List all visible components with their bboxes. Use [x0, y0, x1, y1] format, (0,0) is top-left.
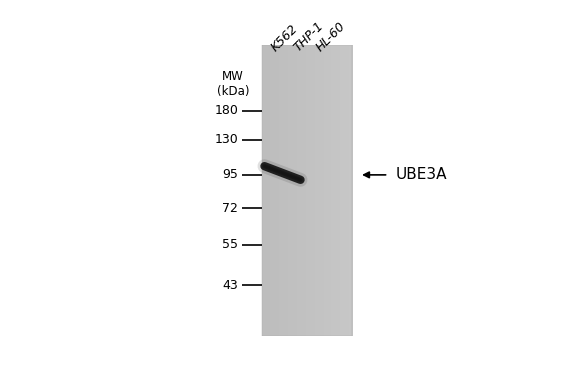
Text: HL-60: HL-60 [314, 20, 349, 54]
Bar [325, 45, 327, 336]
Bar [289, 45, 291, 336]
Text: 130: 130 [215, 133, 238, 146]
Bar [322, 45, 324, 336]
Bar [321, 45, 323, 336]
Bar [303, 45, 305, 336]
Text: 43: 43 [222, 279, 238, 292]
Bar [312, 45, 314, 336]
Text: THP-1: THP-1 [292, 19, 327, 54]
Text: K562: K562 [269, 22, 301, 54]
Bar [343, 45, 345, 336]
Bar [277, 45, 279, 336]
Bar [342, 45, 344, 336]
Bar [306, 45, 308, 336]
Text: 55: 55 [222, 238, 238, 251]
Bar [315, 45, 317, 336]
Bar [283, 45, 285, 336]
Bar [271, 45, 273, 336]
Bar [269, 45, 272, 336]
Bar [340, 45, 342, 336]
Bar [294, 45, 296, 336]
Bar [286, 45, 288, 336]
Bar [338, 45, 339, 336]
Bar [327, 45, 329, 336]
Text: MW
(kDa): MW (kDa) [217, 70, 249, 98]
Bar [317, 45, 318, 336]
Bar [330, 45, 332, 336]
Bar [274, 45, 276, 336]
Bar [282, 45, 283, 336]
Bar [291, 45, 293, 336]
Bar [267, 45, 269, 336]
Bar [339, 45, 341, 336]
Bar [292, 45, 294, 336]
Bar [288, 45, 290, 336]
Bar [301, 45, 303, 336]
Bar [300, 45, 301, 336]
Bar [273, 45, 275, 336]
Bar [310, 45, 313, 336]
Bar [313, 45, 315, 336]
Bar [304, 45, 306, 336]
Bar [276, 45, 278, 336]
Bar [320, 45, 321, 336]
Bar [324, 45, 326, 336]
Bar [333, 45, 335, 336]
Bar [262, 45, 264, 336]
Bar [295, 45, 297, 336]
Bar [307, 45, 309, 336]
Bar [264, 45, 265, 336]
Bar [297, 45, 299, 336]
Bar [348, 45, 350, 336]
Bar [279, 45, 281, 336]
Bar [265, 45, 267, 336]
Bar [336, 45, 338, 336]
Text: 95: 95 [222, 168, 238, 181]
Text: UBE3A: UBE3A [395, 167, 447, 182]
Bar [299, 45, 300, 336]
Text: 72: 72 [222, 202, 238, 215]
Bar [262, 45, 353, 336]
Bar [285, 45, 287, 336]
Bar [351, 45, 353, 336]
Bar [318, 45, 320, 336]
Bar [335, 45, 336, 336]
Bar [309, 45, 311, 336]
Bar [346, 45, 349, 336]
Text: 180: 180 [214, 104, 238, 117]
Bar [281, 45, 282, 336]
Bar [268, 45, 270, 336]
Bar [345, 45, 347, 336]
Bar [331, 45, 333, 336]
Bar [328, 45, 331, 336]
Bar [349, 45, 352, 336]
